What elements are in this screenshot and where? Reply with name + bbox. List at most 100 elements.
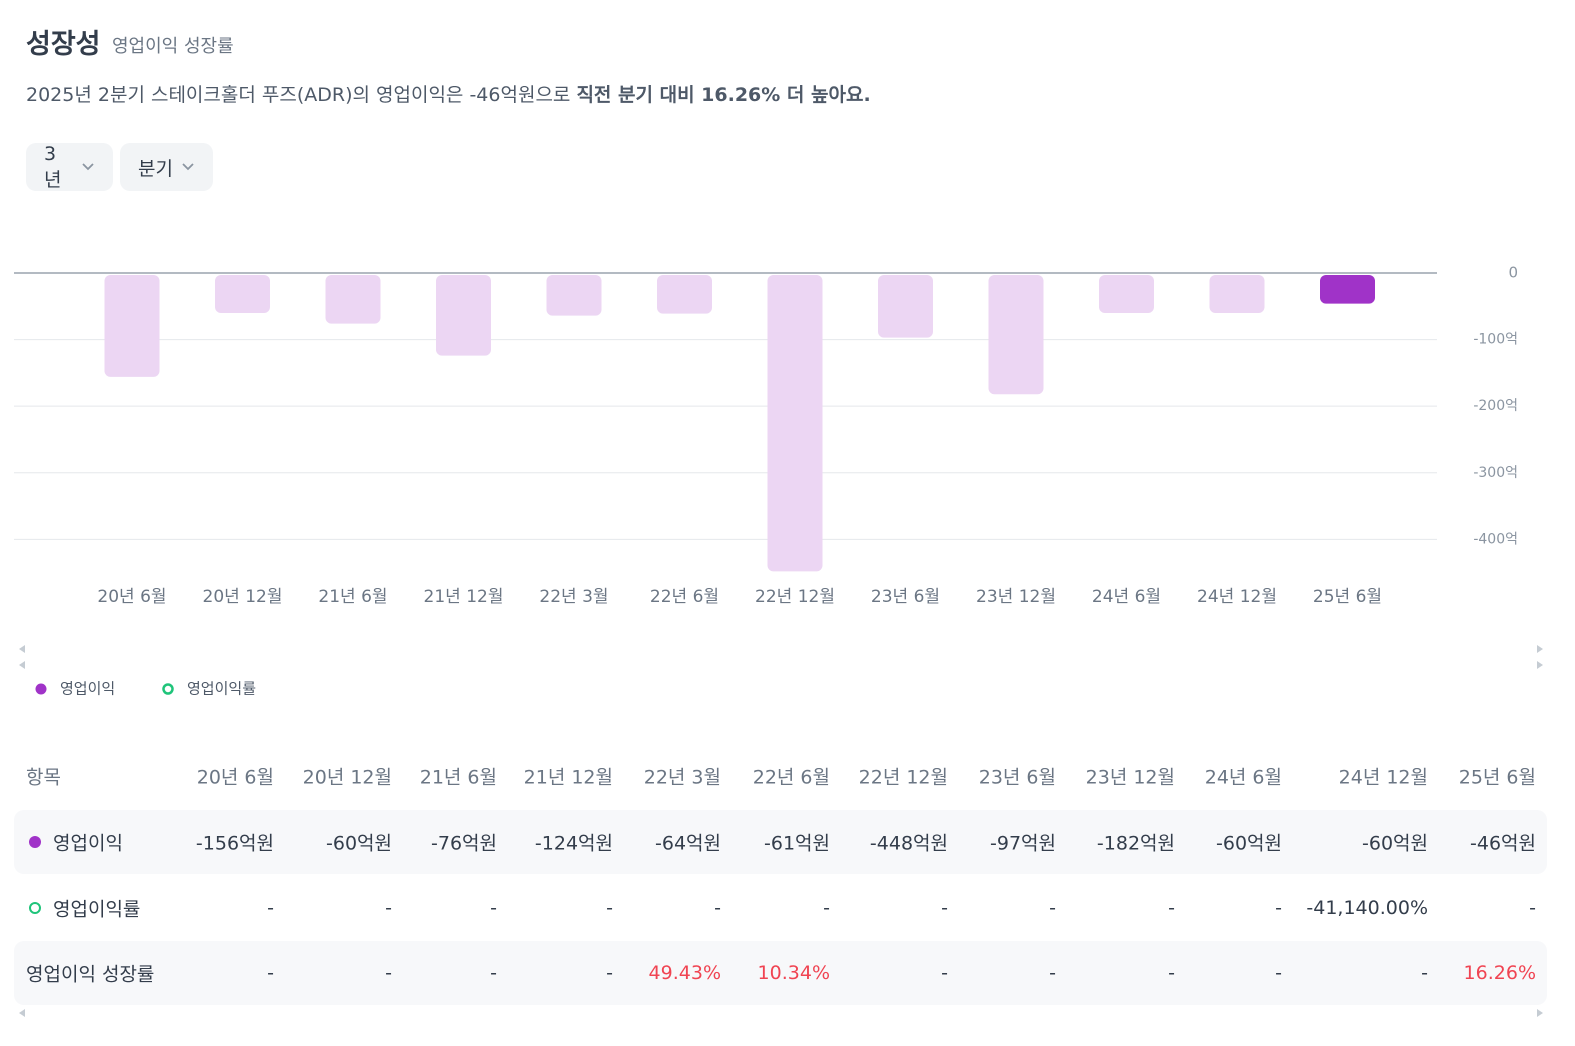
- row-background: [14, 810, 1547, 874]
- table-cell: -: [1168, 897, 1175, 919]
- table-cell: -64억원: [655, 832, 721, 855]
- bar: [1320, 275, 1375, 304]
- y-tick-label: -200억: [1473, 398, 1518, 414]
- bar: [546, 275, 602, 316]
- table-header: 23년 6월: [978, 766, 1056, 789]
- period-dropdown[interactable]: 3년: [26, 143, 113, 191]
- table-cell: -: [714, 897, 721, 919]
- table-header: 22년 6월: [752, 766, 830, 789]
- bar: [1099, 275, 1154, 313]
- table-header: 21년 6월: [419, 766, 497, 789]
- table-cell: -: [1049, 897, 1056, 919]
- x-tick-label: 21년 6월: [318, 587, 387, 607]
- title: 성장성: [26, 29, 101, 60]
- x-tick-label: 22년 3월: [539, 587, 608, 607]
- row-label: 영업이익 성장률: [26, 963, 155, 986]
- table-cell: 10.34%: [757, 962, 830, 984]
- table-cell: -61억원: [764, 832, 830, 855]
- table-cell: -: [385, 897, 392, 919]
- y-tick-label: -100억: [1473, 332, 1518, 348]
- legend-ring: [162, 683, 174, 695]
- dropdown-label: 3년: [44, 142, 62, 191]
- x-tick-label: 23년 12월: [976, 587, 1056, 607]
- table-header: 22년 3월: [643, 766, 721, 789]
- bar: [1209, 275, 1265, 313]
- table-cell: -: [1421, 962, 1428, 984]
- table-cell: -60억원: [326, 832, 392, 855]
- legend-label: 영업이익: [60, 680, 115, 698]
- legend-label: 영업이익률: [187, 680, 256, 698]
- headline-text: 2025년 2분기 스테이크홀더 푸즈(ADR)의 영업이익은 -46억원으로: [26, 84, 577, 106]
- scroll-arrows[interactable]: [19, 645, 1543, 669]
- row-label: 영업이익: [53, 832, 123, 855]
- table-header: 24년 12월: [1338, 766, 1428, 789]
- table-cell: -: [606, 897, 613, 919]
- table-cell: -60억원: [1362, 832, 1428, 855]
- table-header: 21년 12월: [523, 766, 613, 789]
- dropdown-label: 분기: [138, 157, 173, 180]
- table-cell: -: [941, 897, 948, 919]
- table-cell: -: [267, 897, 274, 919]
- row-background: [14, 941, 1547, 1005]
- x-tick-label: 22년 6월: [650, 587, 719, 607]
- table-header: 20년 6월: [196, 766, 274, 789]
- bar: [878, 275, 933, 338]
- chart: 영업이익 영업이익률 0 -100억 -200억 -300억 -400억 20년 6월 20…: [14, 264, 1543, 698]
- interval-dropdown[interactable]: 분기: [120, 143, 213, 191]
- x-tick-label: 22년 12월: [755, 587, 835, 607]
- x-tick-label: 24년 12월: [1197, 587, 1277, 607]
- table-cell: -156억원: [195, 832, 274, 855]
- x-tick-label: 24년 6월: [1092, 587, 1161, 607]
- subtitle: 영업이익 성장률: [112, 36, 234, 57]
- x-tick-label: 20년 6월: [97, 587, 166, 607]
- legend-dot: [35, 683, 47, 695]
- table-cell: -97억원: [990, 832, 1056, 855]
- table-cell: -: [1529, 897, 1536, 919]
- table-cell: 49.43%: [648, 962, 721, 984]
- headline-bold: 직전 분기 대비 16.26% 더 높아요.: [576, 84, 871, 106]
- table-cell: -448억원: [869, 832, 948, 855]
- x-tick-label: 20년 12월: [203, 587, 283, 607]
- table-header: 항목: [26, 766, 61, 789]
- table-header: 24년 6월: [1204, 766, 1282, 789]
- table-header: 20년 12월: [302, 766, 392, 789]
- chevron: [82, 163, 94, 171]
- bar: [657, 275, 712, 314]
- bar: [215, 275, 270, 313]
- x-tick-label: 25년 6월: [1313, 587, 1382, 607]
- bar: [104, 275, 160, 377]
- table-cell: -: [490, 897, 497, 919]
- headline: 2025년 2분기 스테이크홀더 푸즈(ADR)의 영업이익은 -46억원으로 …: [26, 80, 871, 107]
- table-header: 23년 12월: [1085, 766, 1175, 789]
- table-cell: -46억원: [1470, 832, 1536, 855]
- table-cell: -182억원: [1096, 832, 1175, 855]
- bar: [436, 275, 491, 356]
- row-label: 영업이익률: [53, 898, 141, 921]
- table-header: 22년 12월: [858, 766, 948, 789]
- scroll-arrows[interactable]: [0, 1005, 1575, 1025]
- x-tick-label: 21년 12월: [424, 587, 504, 607]
- table-cell: -: [385, 962, 392, 984]
- table-cell: -: [1168, 962, 1175, 984]
- table-cell: -: [823, 897, 830, 919]
- y-tick-label: 0: [1508, 264, 1518, 282]
- bar: [325, 275, 381, 324]
- y-tick-label: -300억: [1473, 465, 1518, 481]
- table-cell: -: [1275, 897, 1282, 919]
- x-tick-label: 23년 6월: [871, 587, 940, 607]
- table-cell: -124억원: [534, 832, 613, 855]
- table-cell: -: [606, 962, 613, 984]
- table-cell: -: [267, 962, 274, 984]
- table-cell: -60억원: [1216, 832, 1282, 855]
- y-tick-label: -400억: [1473, 531, 1518, 547]
- bar: [988, 275, 1044, 395]
- table-cell: -76억원: [431, 832, 497, 855]
- table-cell: 16.26%: [1463, 962, 1536, 984]
- table-cell: -41,140.00%: [1306, 897, 1428, 919]
- table-cell: -: [941, 962, 948, 984]
- table-cell: -: [1275, 962, 1282, 984]
- table-cell: -: [490, 962, 497, 984]
- row-dot: [29, 836, 41, 848]
- bar: [767, 275, 823, 572]
